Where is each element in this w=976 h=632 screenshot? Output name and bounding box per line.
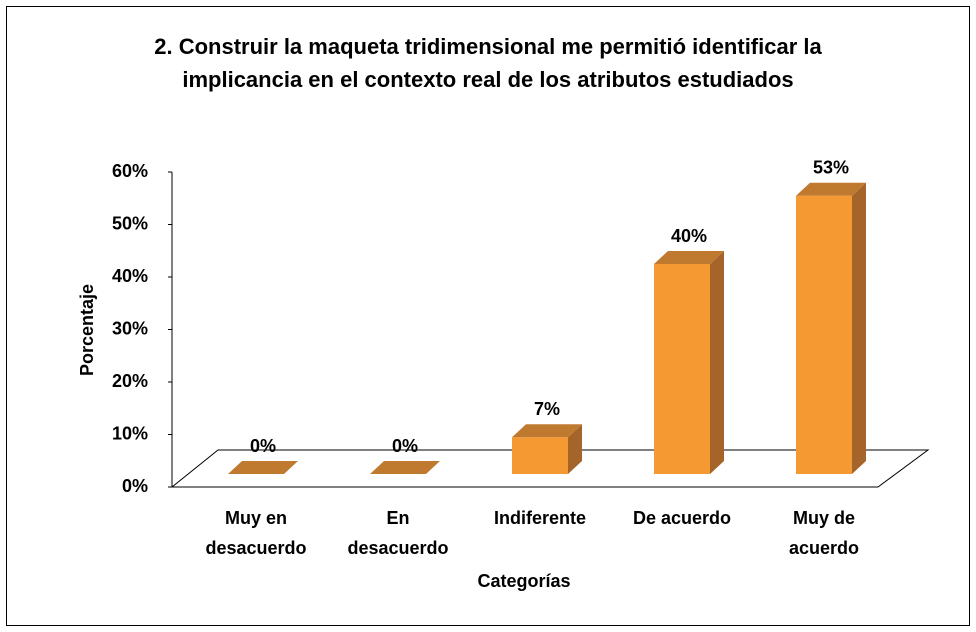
x-tick-label: Muy de acuerdo bbox=[788, 508, 860, 558]
bar-top bbox=[512, 424, 582, 438]
y-tick-label: 60% bbox=[112, 161, 148, 181]
x-tick-label: Muy en desacuerdo bbox=[205, 508, 307, 558]
value-label: 53% bbox=[813, 158, 849, 178]
bar-top bbox=[654, 251, 724, 264]
bar bbox=[370, 461, 440, 474]
bar bbox=[228, 461, 298, 474]
bar-top bbox=[370, 461, 440, 474]
bar-side bbox=[710, 251, 724, 474]
value-label: 40% bbox=[671, 226, 707, 246]
chart-title: 2. Construir la maqueta tridimensional m… bbox=[154, 34, 822, 92]
y-tick-label: 10% bbox=[112, 423, 148, 443]
bar bbox=[654, 251, 724, 474]
bar-side bbox=[568, 424, 582, 474]
y-tick-label: 50% bbox=[112, 213, 148, 233]
bar bbox=[512, 424, 582, 474]
x-tick-label: De acuerdo bbox=[632, 508, 732, 528]
x-axis-label: Categorías bbox=[477, 571, 570, 591]
x-tick-label: En desacuerdo bbox=[347, 508, 449, 558]
bar-top bbox=[228, 461, 298, 474]
bar bbox=[796, 182, 866, 474]
bar-side bbox=[852, 182, 866, 474]
x-tick-label: Indiferente bbox=[493, 508, 586, 528]
y-tick-label: 20% bbox=[112, 371, 148, 391]
value-label: 0% bbox=[392, 436, 418, 456]
y-axis-label: Porcentaje bbox=[77, 284, 97, 376]
y-tick-label: 30% bbox=[112, 318, 148, 338]
value-label: 7% bbox=[534, 399, 560, 419]
bar-top bbox=[796, 182, 866, 196]
bar-front bbox=[512, 437, 568, 474]
y-tick-label: 40% bbox=[112, 266, 148, 286]
bar-front bbox=[796, 195, 852, 474]
bar-front bbox=[654, 264, 710, 474]
y-tick-label: 0% bbox=[122, 476, 148, 496]
value-label: 0% bbox=[250, 436, 276, 456]
